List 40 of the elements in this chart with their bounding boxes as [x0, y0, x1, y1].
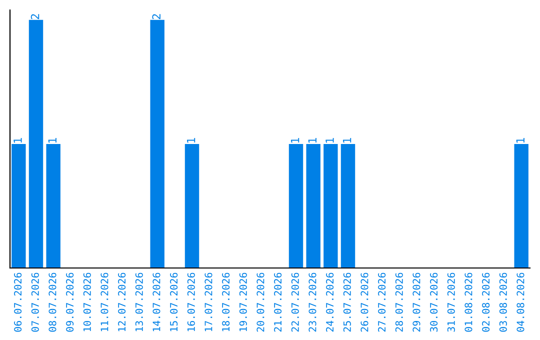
x-tick-label: 25.07.2026 — [343, 272, 351, 332]
x-tick-label: 15.07.2026 — [170, 272, 178, 332]
x-tick-label: 26.07.2026 — [360, 272, 368, 332]
data-label: 1 — [290, 138, 300, 143]
x-tick-label: 16.07.2026 — [187, 272, 195, 332]
x-tick-label: 03.08.2026 — [499, 272, 507, 332]
x-tick-label: 13.07.2026 — [135, 272, 143, 332]
x-tick-label: 23.07.2026 — [308, 272, 316, 332]
x-tick-label: 31.07.2026 — [447, 272, 455, 332]
x-tick-label: 11.07.2026 — [100, 272, 108, 332]
x-tick-label: 09.07.2026 — [66, 272, 74, 332]
x-tick-label: 21.07.2026 — [274, 272, 282, 332]
x-tick-label: 12.07.2026 — [118, 272, 126, 332]
data-label: 1 — [326, 138, 334, 143]
data-label: 1 — [14, 138, 22, 143]
data-label: 2 — [30, 14, 40, 20]
x-tick-label: 19.07.2026 — [239, 272, 247, 332]
data-label: 1 — [516, 138, 524, 143]
x-tick-label: 28.07.2026 — [395, 272, 403, 332]
data-label: 1 — [186, 138, 196, 143]
x-tick-label: 08.07.2026 — [48, 272, 56, 332]
x-tick-label: 04.08.2026 — [516, 272, 524, 332]
x-tick-label: 29.07.2026 — [412, 272, 420, 332]
x-tick-label: 27.07.2026 — [378, 272, 386, 332]
x-tick-label: 07.07.2026 — [31, 272, 39, 332]
x-tick-label: 17.07.2026 — [204, 272, 212, 332]
x-tick-label: 18.07.2026 — [222, 272, 230, 332]
x-tick-label: 01.08.2026 — [464, 272, 472, 332]
x-tick-label: 06.07.2026 — [14, 272, 22, 332]
x-tick-label: 02.08.2026 — [482, 272, 490, 332]
x-tick-label: 14.07.2026 — [152, 272, 160, 332]
data-label: 2 — [152, 14, 160, 20]
data-label: 1 — [308, 138, 316, 143]
data-label: 1 — [342, 138, 352, 143]
x-tick-label: 30.07.2026 — [430, 272, 438, 332]
x-tick-label: 22.07.2026 — [291, 272, 299, 332]
x-tick-label: 20.07.2026 — [256, 272, 264, 332]
x-tick-label: 10.07.2026 — [83, 272, 91, 332]
data-label: 1 — [48, 138, 56, 143]
x-tick-label: 24.07.2026 — [326, 272, 334, 332]
